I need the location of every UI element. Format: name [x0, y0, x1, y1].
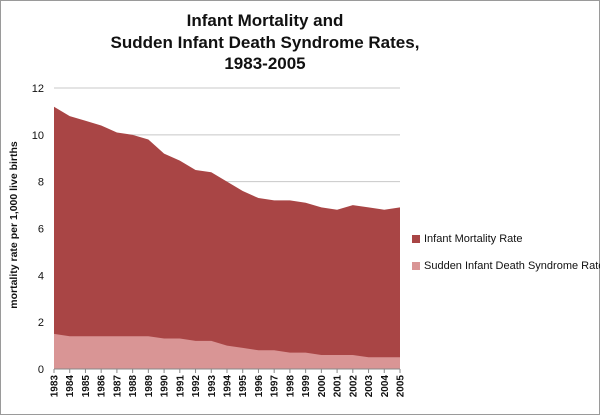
y-tick-label-12: 12	[32, 83, 44, 95]
x-tick-label-1990: 1990	[160, 375, 171, 398]
y-tick-label-0: 0	[38, 364, 44, 376]
chart-title-line-3: 1983-2005	[224, 54, 306, 73]
legend-label-sids: Sudden Infant Death Syndrome Rate	[424, 260, 600, 272]
x-tick-label-1988: 1988	[128, 375, 139, 398]
x-tick-label-1984: 1984	[65, 375, 76, 398]
x-tick-label-1998: 1998	[285, 375, 296, 398]
x-tick-label-1995: 1995	[238, 375, 249, 398]
series-area-0	[54, 106, 400, 369]
x-tick-label-1996: 1996	[254, 375, 265, 398]
y-tick-label-4: 4	[38, 270, 44, 282]
chart-title-line-2: Sudden Infant Death Syndrome Rates,	[110, 32, 420, 52]
x-tick-label-2004: 2004	[380, 375, 391, 398]
x-tick-label-2005: 2005	[396, 375, 407, 398]
legend-item-sids: Sudden Infant Death Syndrome Rate	[412, 256, 600, 276]
x-tick-label-1992: 1992	[191, 375, 202, 398]
legend-label-infant-mortality: Infant Mortality Rate	[424, 233, 523, 245]
legend-swatch-sids	[412, 262, 420, 270]
x-tick-label-1991: 1991	[175, 375, 186, 398]
x-tick-label-2003: 2003	[364, 375, 375, 398]
legend: Infant Mortality Rate Sudden Infant Deat…	[412, 229, 600, 283]
y-tick-label-2: 2	[38, 317, 44, 329]
chart-title: Infant Mortality and Sudden Infant Death…	[110, 10, 420, 75]
x-tick-label-1999: 1999	[301, 375, 312, 398]
x-tick-label-1989: 1989	[144, 375, 155, 398]
y-tick-label-6: 6	[38, 224, 44, 236]
x-tick-label-1994: 1994	[223, 375, 234, 398]
y-tick-label-10: 10	[32, 130, 44, 142]
x-tick-label-1997: 1997	[270, 375, 281, 398]
legend-item-infant-mortality: Infant Mortality Rate	[412, 229, 600, 249]
x-tick-label-2000: 2000	[317, 375, 328, 398]
y-tick-label-8: 8	[38, 177, 44, 189]
legend-swatch-infant-mortality	[412, 235, 420, 243]
x-tick-label-2002: 2002	[348, 375, 359, 398]
x-tick-label-1986: 1986	[97, 375, 108, 398]
x-tick-label-1993: 1993	[207, 375, 218, 398]
x-tick-label-2001: 2001	[333, 375, 344, 398]
x-tick-label-1983: 1983	[50, 375, 61, 398]
x-tick-label-1987: 1987	[112, 375, 123, 398]
x-tick-label-1985: 1985	[81, 375, 92, 398]
series-area-1	[54, 333, 400, 369]
chart-title-line-1: Infant Mortality and	[186, 11, 344, 30]
